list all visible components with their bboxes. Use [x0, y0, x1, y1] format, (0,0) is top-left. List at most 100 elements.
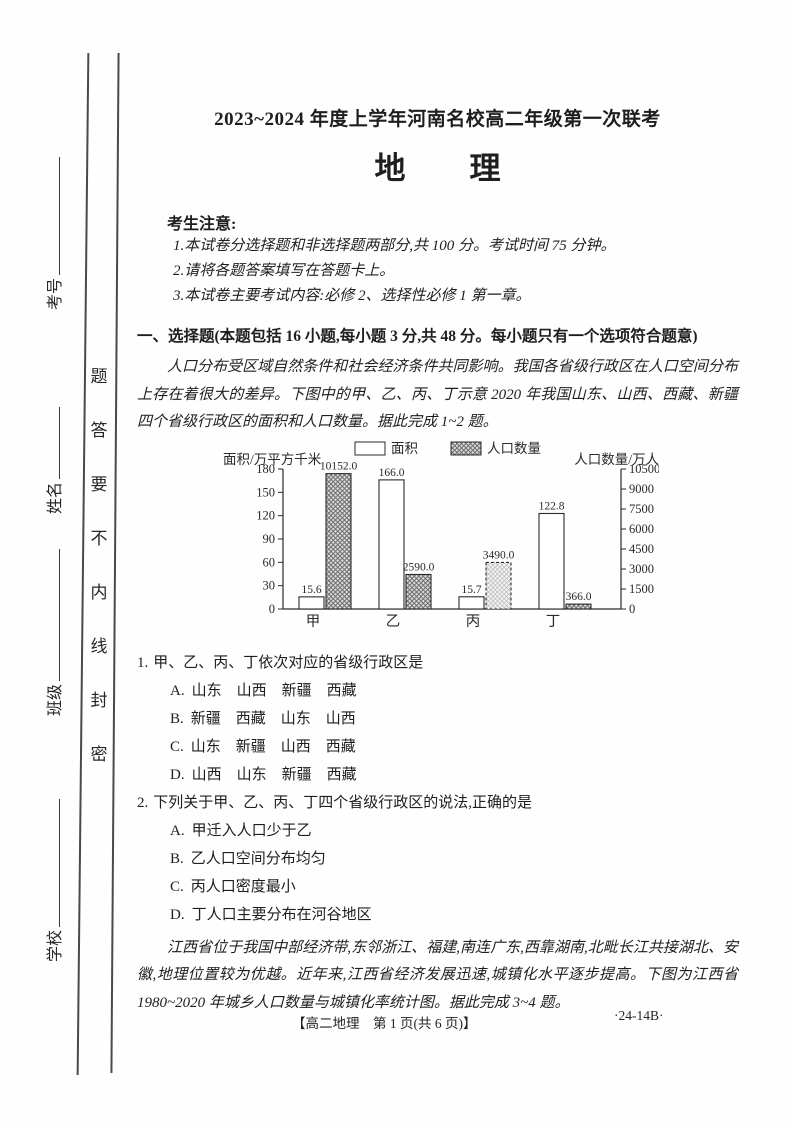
question-2-option-d: D. 丁人口主要分布在河谷地区: [170, 901, 738, 929]
field-name-label: 姓名: [47, 481, 64, 514]
left-tick-label: 150: [256, 485, 275, 499]
value-label: 15.7: [461, 583, 481, 595]
seal-char: 题: [90, 367, 108, 386]
left-tick-label: 60: [263, 555, 276, 569]
option-text: 丙人口密度最小: [190, 878, 296, 895]
option-text: 乙人口空间分布均匀: [190, 850, 326, 867]
right-tick-label: 9000: [629, 482, 654, 496]
subject-char-1: 地: [374, 151, 406, 186]
field-class-label: 班级: [47, 683, 64, 716]
notice-item: 2.请将各题答案填写在答题卡上。: [173, 263, 395, 279]
bar-area-甲: [298, 595, 325, 610]
value-label: 122.8: [539, 500, 565, 512]
question-stem-text: 下列关于甲、乙、丙、丁四个省级行政区的说法,正确的是: [153, 794, 533, 811]
question-1-option-c: C. 山东 新疆 山西 西藏: [170, 733, 738, 761]
field-class: 班级: [46, 544, 66, 716]
footer-paper-code: ·24-14B·: [614, 1008, 664, 1023]
field-examno: 考号: [46, 150, 66, 310]
left-tick-label: 90: [263, 532, 276, 546]
bar-area-丙: [458, 595, 485, 610]
right-tick-label: 1500: [629, 582, 654, 596]
seal-char: 答: [90, 421, 108, 440]
question-2-stem: 2. 下列关于甲、乙、丙、丁四个省级行政区的说法,正确的是: [137, 789, 738, 817]
option-text: 山东 山西 新疆 西藏: [191, 682, 357, 699]
option-key: C.: [170, 878, 184, 895]
notice-title: 考生注意:: [167, 216, 237, 233]
question-number: 1.: [137, 654, 149, 671]
option-key: B.: [170, 850, 184, 867]
question-2-option-a: A. 甲迁入人口少于乙: [170, 817, 738, 845]
right-axis-title: 人口数量/万人: [574, 452, 659, 467]
seal-text-column: 题答要不内线封密: [86, 362, 112, 765]
right-tick-label: 7500: [629, 502, 654, 516]
option-key: D.: [170, 766, 185, 783]
question-2: 2. 下列关于甲、乙、丙、丁四个省级行政区的说法,正确的是 A. 甲迁入人口少于乙 …: [137, 789, 738, 929]
field-school-blank: [46, 798, 60, 927]
left-tick-label: 180: [256, 462, 275, 476]
seal-char: 线: [90, 637, 108, 656]
left-tick-label: 0: [269, 602, 275, 616]
question-1-option-b: B. 新疆 西藏 山东 山西: [170, 705, 738, 733]
passage-jiangxi: 江西省位于我国中部经济带,东邻浙江、福建,南连广东,西靠湖南,北毗长江共接湖北、…: [137, 939, 738, 1011]
option-text: 丁人口主要分布在河谷地区: [191, 906, 372, 923]
question-stem-text: 甲、乙、丙、丁依次对应的省级行政区是: [153, 654, 424, 671]
value-label: 15.6: [301, 583, 321, 595]
subject-title: 地 理: [137, 143, 738, 188]
category-label: 甲: [306, 614, 321, 630]
option-key: A.: [170, 822, 185, 839]
legend-swatch-area: [354, 441, 386, 455]
field-name: 姓名: [46, 402, 66, 514]
question-2-option-b: B. 乙人口空间分布均匀: [170, 845, 738, 873]
seal-char: 密: [90, 745, 108, 764]
option-key: A.: [170, 682, 185, 699]
category-label: 乙: [386, 614, 401, 630]
intro-passage: 人口分布受区域自然条件和社会经济条件共同影响。我国各省级行政区在人口空间分布上存…: [137, 359, 738, 430]
seal-char: 不: [90, 529, 108, 548]
field-school-label: 学校: [47, 929, 64, 962]
right-tick-label: 10500: [629, 462, 659, 476]
bar-population-甲: [325, 472, 352, 610]
bar-population-乙: [405, 573, 432, 610]
seal-char: 封: [90, 691, 108, 710]
left-axis-title: 面积/万平方千米: [223, 452, 322, 467]
question-1: 1. 甲、乙、丙、丁依次对应的省级行政区是 A. 山东 山西 新疆 西藏 B. 新疆 …: [137, 649, 738, 789]
bar-area-丁: [538, 512, 565, 610]
subject-char-2: 理: [469, 151, 501, 186]
exam-title: 2023~2024 年度上学年河南名校高二年级第一次联考: [214, 109, 661, 130]
legend-label: 人口数量: [487, 441, 541, 456]
section-heading: 一、选择题(本题包括 16 小题,每小题 3 分,共 48 分。每小题只有一个选…: [137, 328, 698, 345]
seal-char: 要: [90, 475, 108, 494]
footer-page-info: 【高二地理 第 1 页(共 6 页)】: [292, 1016, 477, 1031]
question-1-stem: 1. 甲、乙、丙、丁依次对应的省级行政区是: [137, 649, 738, 677]
value-label: 166.0: [379, 466, 405, 478]
bar-population-丁: [565, 603, 592, 610]
question-number: 2.: [137, 794, 149, 811]
question-1-option-a: A. 山东 山西 新疆 西藏: [170, 677, 738, 705]
question-1-option-d: D. 山西 山东 新疆 西藏: [170, 761, 738, 789]
legend-swatch-population: [450, 441, 482, 455]
right-tick-label: 0: [629, 602, 635, 616]
value-label: 366.0: [566, 591, 592, 603]
category-label: 丁: [546, 614, 561, 630]
right-tick-label: 4500: [629, 542, 654, 556]
main-content: 2023~2024 年度上学年河南名校高二年级第一次联考 地 理 考生注意: 1…: [137, 0, 738, 1017]
field-examno-label: 考号: [47, 277, 64, 310]
left-tick-label: 30: [263, 578, 276, 592]
category-label: 丙: [466, 614, 481, 630]
left-tick-label: 120: [256, 508, 275, 522]
value-label: 2590.0: [403, 561, 435, 573]
option-key: C.: [170, 738, 184, 755]
field-examno-blank: [46, 156, 60, 275]
right-tick-label: 6000: [629, 522, 654, 536]
value-label: 3490.0: [483, 549, 515, 561]
seal-char: 内: [90, 583, 108, 602]
notice-item: 1.本试卷分选择题和非选择题两部分,共 100 分。考试时间 75 分钟。: [173, 238, 616, 254]
right-tick-label: 3000: [629, 562, 654, 576]
field-name-blank: [46, 406, 60, 479]
option-text: 新疆 西藏 山东 山西: [190, 710, 356, 727]
option-text: 山东 新疆 山西 西藏: [190, 738, 356, 755]
bar-population-丙: [485, 561, 512, 610]
legend-label: 面积: [391, 441, 418, 456]
